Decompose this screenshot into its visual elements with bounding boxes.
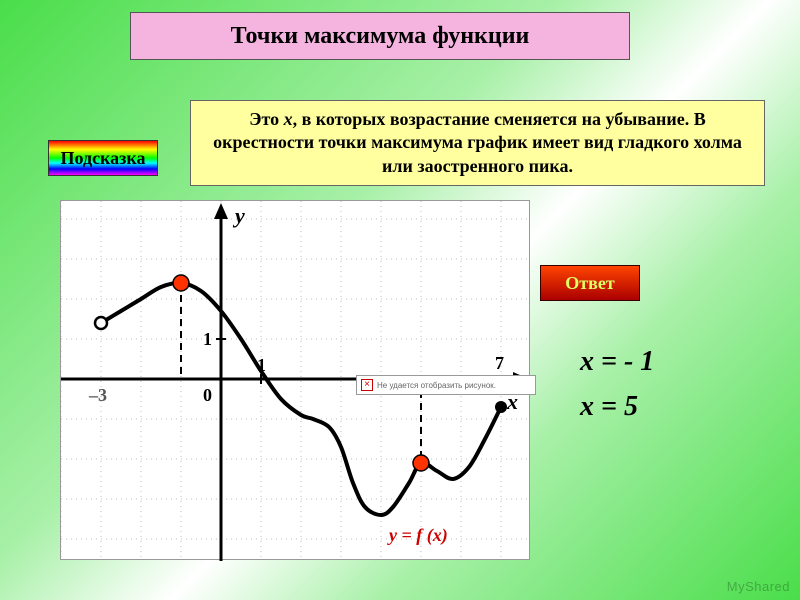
explanation-x: х: [284, 109, 293, 129]
svg-text:y = f (x): y = f (x): [387, 525, 448, 546]
error-text: Не удается отобразить рисунок.: [377, 381, 496, 390]
explanation-box: Это х, в которых возрастание сменяется н…: [190, 100, 765, 186]
answer-2: x = 5: [580, 385, 654, 430]
answer-1: x = - 1: [580, 340, 654, 385]
answer-label: Ответ: [540, 265, 640, 301]
svg-text:0: 0: [203, 385, 212, 405]
title-text: Точки максимума функции: [231, 23, 530, 50]
image-error-placeholder: × Не удается отобразить рисунок.: [356, 375, 536, 395]
svg-text:1: 1: [203, 329, 212, 349]
svg-text:y: y: [232, 203, 245, 228]
error-icon: ×: [361, 379, 373, 391]
explanation-text: Это х, в которых возрастание сменяется н…: [205, 108, 750, 178]
answers-block: x = - 1 x = 5: [580, 340, 654, 430]
title-box: Точки максимума функции: [130, 12, 630, 60]
svg-text:7: 7: [495, 353, 504, 373]
answer-text: Ответ: [565, 273, 614, 294]
graph-panel: yx011–37y = f (x) × Не удается отобразит…: [60, 200, 530, 560]
hint-text: Подсказка: [60, 148, 145, 169]
explanation-rest: , в которых возрастание сменяется на убы…: [213, 109, 742, 176]
explanation-pre: Это: [249, 109, 283, 129]
svg-text:1: 1: [257, 355, 266, 375]
svg-text:–3: –3: [88, 385, 107, 405]
hint-label: Подсказка: [48, 140, 158, 176]
watermark: MyShared: [727, 579, 790, 594]
